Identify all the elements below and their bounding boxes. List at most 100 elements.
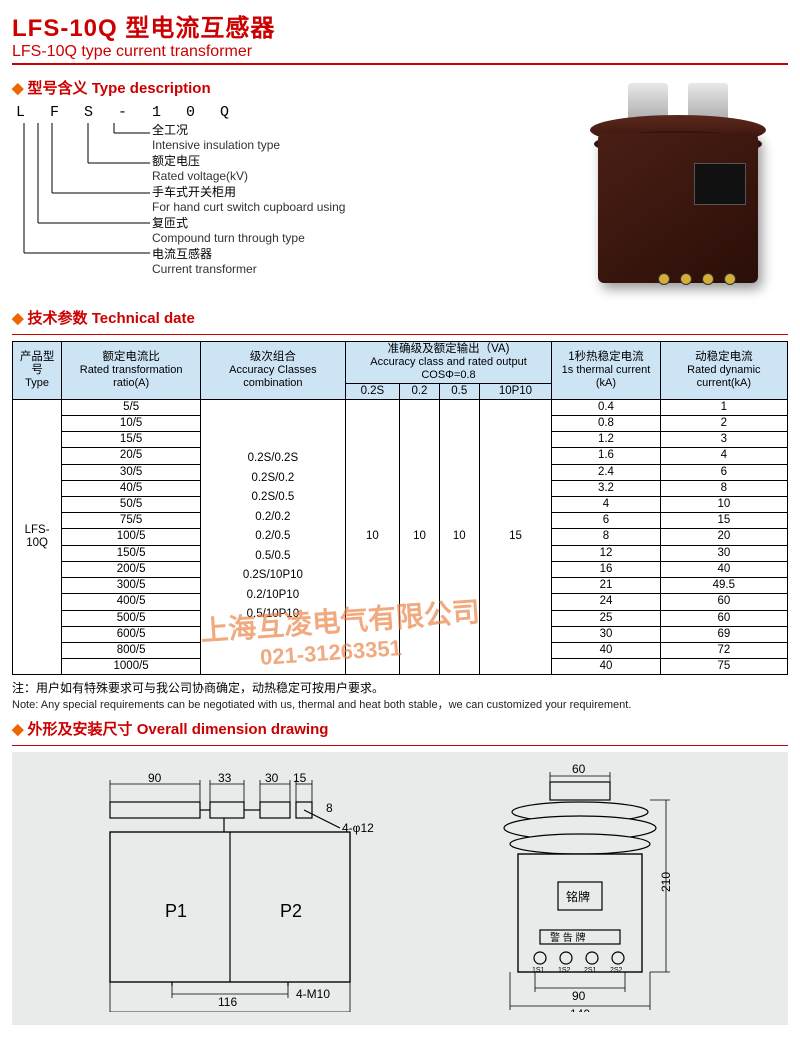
- svg-text:33: 33: [218, 771, 232, 785]
- terminal-row-icon: [658, 273, 736, 285]
- svg-text:60: 60: [572, 762, 586, 776]
- cell-dynamic: 69: [660, 626, 787, 642]
- cell-output: 10: [345, 399, 399, 675]
- cell-thermal: 24: [552, 594, 660, 610]
- type-desc-block: 全工况Intensive insulation type额定电压Rated vo…: [12, 123, 568, 277]
- th-thermal: 1秒热稳定电流1s thermal current (kA): [552, 342, 660, 400]
- svg-text:90: 90: [148, 771, 162, 785]
- section-tech-label: 技术参数 Technical date: [28, 310, 195, 327]
- note-en: Note: Any special requirements can be ne…: [12, 696, 788, 712]
- section-dwg-label: 外形及安装尺寸 Overall dimension drawing: [28, 721, 329, 738]
- transformer-body-icon: [598, 133, 758, 283]
- cell-thermal: 16: [552, 561, 660, 577]
- type-desc-en: Current transformer: [152, 262, 568, 277]
- cell-thermal: 40: [552, 659, 660, 675]
- cell-type: LFS-10Q: [13, 399, 62, 675]
- type-desc-en: Compound turn through type: [152, 231, 568, 246]
- svg-text:警 告 牌: 警 告 牌: [550, 931, 586, 944]
- cell-dynamic: 15: [660, 513, 787, 529]
- th-output-group: 准确级及额定输出（VA)Accuracy class and rated out…: [345, 342, 552, 384]
- section-type-desc: ◆型号含义 Type description: [12, 77, 568, 98]
- cell-ratio: 300/5: [62, 578, 201, 594]
- th-output-sub: 0.5: [439, 383, 479, 399]
- page-title-en: LFS-10Q type current transformer: [12, 43, 788, 61]
- cell-dynamic: 75: [660, 659, 787, 675]
- cell-ratio: 1000/5: [62, 659, 201, 675]
- nameplate-icon: [694, 163, 746, 205]
- type-desc-cn: 手车式开关柜用: [152, 185, 568, 200]
- svg-text:4-M10: 4-M10: [296, 987, 330, 1001]
- drawing-svg: P1 P2 90 33 30 15 8 4-φ12: [20, 762, 780, 1012]
- cell-dynamic: 6: [660, 464, 787, 480]
- table-row: LFS-10Q5/50.2S/0.2S0.2S/0.20.2S/0.50.2/0…: [13, 399, 788, 415]
- svg-text:210: 210: [659, 872, 673, 892]
- type-desc-cn: 电流互感器: [152, 247, 568, 262]
- cell-ratio: 75/5: [62, 513, 201, 529]
- cell-output: 10: [400, 399, 440, 675]
- cell-thermal: 3.2: [552, 480, 660, 496]
- th-output-sub: 10P10: [479, 383, 552, 399]
- th-output-sub: 0.2: [400, 383, 440, 399]
- section-rule: [12, 745, 788, 746]
- th-type: 产品型号Type: [13, 342, 62, 400]
- cell-dynamic: 2: [660, 415, 787, 431]
- cell-thermal: 2.4: [552, 464, 660, 480]
- page-title-cn: LFS-10Q 型电流互感器: [12, 8, 788, 43]
- bracket-lines-icon: [16, 105, 156, 275]
- cell-dynamic: 1: [660, 399, 787, 415]
- cell-ratio: 150/5: [62, 545, 201, 561]
- section-tech: ◆技术参数 Technical date: [12, 307, 788, 328]
- cell-thermal: 40: [552, 643, 660, 659]
- th-ratio: 额定电流比Rated transformation ratio(A): [62, 342, 201, 400]
- cell-ratio: 200/5: [62, 561, 201, 577]
- type-desc-cn: 全工况: [152, 123, 568, 138]
- cell-thermal: 6: [552, 513, 660, 529]
- cell-ratio: 15/5: [62, 432, 201, 448]
- svg-text:116: 116: [218, 995, 237, 1009]
- cell-ratio: 500/5: [62, 610, 201, 626]
- cell-dynamic: 72: [660, 643, 787, 659]
- type-desc-item: 全工况Intensive insulation type: [152, 123, 568, 153]
- cell-thermal: 0.8: [552, 415, 660, 431]
- th-dynamic: 动稳定电流Rated dynamic current(kA): [660, 342, 787, 400]
- svg-text:140: 140: [570, 1007, 590, 1012]
- svg-text:铭牌: 铭牌: [566, 889, 590, 904]
- cell-thermal: 21: [552, 578, 660, 594]
- cell-ratio: 800/5: [62, 643, 201, 659]
- cell-accuracy: 0.2S/0.2S0.2S/0.20.2S/0.50.2/0.20.2/0.50…: [201, 399, 346, 675]
- cell-dynamic: 3: [660, 432, 787, 448]
- svg-text:90: 90: [572, 989, 586, 1003]
- type-desc-item: 手车式开关柜用For hand curt switch cupboard usi…: [152, 185, 568, 215]
- cell-ratio: 600/5: [62, 626, 201, 642]
- cell-dynamic: 8: [660, 480, 787, 496]
- diamond-icon: ◆: [12, 721, 24, 738]
- svg-text:1S2: 1S2: [558, 967, 571, 974]
- cell-ratio: 40/5: [62, 480, 201, 496]
- product-photo: [568, 73, 788, 303]
- cell-dynamic: 60: [660, 594, 787, 610]
- cell-thermal: 30: [552, 626, 660, 642]
- svg-text:2S1: 2S1: [584, 967, 597, 974]
- title-rule: [12, 63, 788, 65]
- th-accuracy: 级次组合Accuracy Classes combination: [201, 342, 346, 400]
- cell-thermal: 8: [552, 529, 660, 545]
- svg-text:8: 8: [326, 801, 333, 815]
- type-desc-en: Rated voltage(kV): [152, 169, 568, 184]
- svg-text:15: 15: [293, 771, 307, 785]
- type-desc-item: 电流互感器Current transformer: [152, 247, 568, 277]
- tech-table: 产品型号Type 额定电流比Rated transformation ratio…: [12, 341, 788, 675]
- cell-dynamic: 4: [660, 448, 787, 464]
- svg-text:30: 30: [265, 771, 279, 785]
- diamond-icon: ◆: [12, 310, 24, 327]
- cell-dynamic: 40: [660, 561, 787, 577]
- cell-thermal: 25: [552, 610, 660, 626]
- diamond-icon: ◆: [12, 80, 24, 97]
- cell-dynamic: 30: [660, 545, 787, 561]
- svg-text:2S2: 2S2: [610, 967, 623, 974]
- type-desc-cn: 复匝式: [152, 216, 568, 231]
- section-type-desc-label: 型号含义 Type description: [28, 80, 211, 97]
- dimension-drawing: P1 P2 90 33 30 15 8 4-φ12: [12, 752, 788, 1025]
- note-cn: 注：用户如有特殊要求可与我公司协商确定，动热稳定可按用户要求。: [12, 679, 788, 696]
- cell-thermal: 12: [552, 545, 660, 561]
- type-desc-item: 额定电压Rated voltage(kV): [152, 154, 568, 184]
